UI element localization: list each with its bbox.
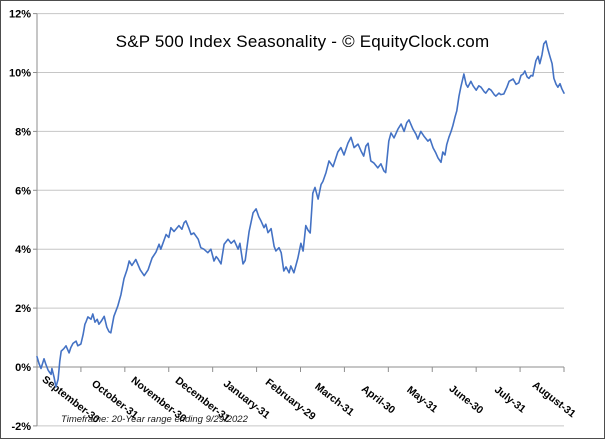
- y-tick-label: -2%: [11, 421, 31, 433]
- month-label: May-31: [404, 384, 440, 415]
- chart-title: S&P 500 Index Seasonality - © EquityCloc…: [115, 32, 490, 51]
- y-tick-label: 6%: [15, 185, 31, 197]
- y-tick-label: 10%: [9, 68, 31, 80]
- y-tick-label: 0%: [15, 362, 31, 374]
- month-label: April-30: [359, 383, 397, 417]
- month-label: June-30: [447, 383, 486, 417]
- month-label: July-31: [492, 384, 528, 416]
- month-label: March-31: [312, 381, 356, 419]
- month-label: August-31: [530, 379, 578, 420]
- series-line: [36, 40, 565, 388]
- timeframe-footnote: Timeframe: 20-Year range ending 9/29/202…: [61, 414, 248, 425]
- month-label: February-29: [263, 376, 318, 423]
- y-tick-label: 12%: [9, 9, 31, 21]
- y-tick-label: 4%: [15, 244, 31, 256]
- y-tick-label: 8%: [15, 126, 31, 138]
- y-tick-label: 2%: [15, 303, 31, 315]
